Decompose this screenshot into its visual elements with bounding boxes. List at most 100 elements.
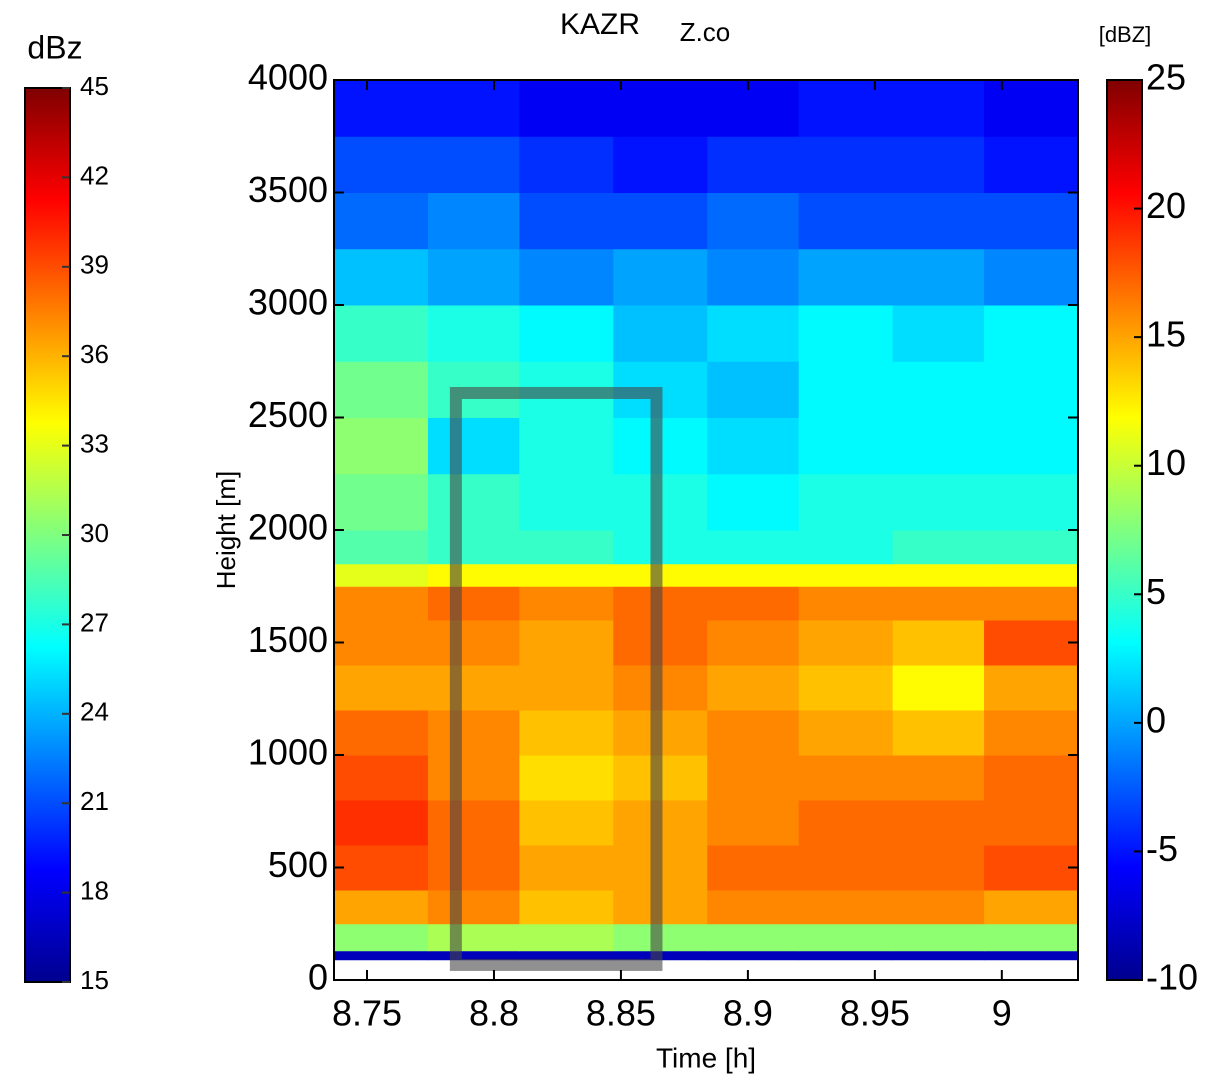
side-colorbar-tick-label: 30: [80, 518, 109, 548]
heat-cell: [984, 361, 1079, 418]
heat-cell: [707, 473, 800, 531]
heat-cell: [984, 248, 1079, 306]
heat-cell: [427, 305, 520, 362]
heat-cell: [892, 417, 985, 475]
colorbar-tick-label: 15: [1146, 314, 1186, 355]
colorbar-tick-label: 10: [1146, 442, 1186, 483]
heat-cell: [892, 80, 985, 137]
heat-cell: [984, 950, 1079, 961]
heat-cell: [892, 950, 985, 961]
heat-cell: [427, 755, 520, 801]
heat-cell: [707, 950, 800, 961]
heat-cell: [519, 473, 614, 531]
heat-cell: [334, 890, 429, 925]
chart-title: KAZR: [560, 8, 640, 41]
colorbar-tick-label: 0: [1146, 699, 1166, 740]
heat-cell: [334, 248, 429, 306]
heat-cell: [798, 136, 894, 193]
heat-cell: [334, 845, 429, 891]
heat-cell: [707, 890, 800, 925]
side-colorbar-tick-label: 33: [80, 428, 109, 458]
colorbar-tick-label: -5: [1146, 828, 1178, 869]
side-colorbar-tick-label: 45: [80, 71, 109, 101]
heat-cell: [707, 417, 800, 475]
heat-cell: [519, 800, 614, 846]
heat-cell: [892, 800, 985, 846]
heat-cell: [707, 563, 800, 587]
heat-cell: [613, 136, 708, 193]
colorbar-tick-label: 20: [1146, 185, 1186, 226]
y-tick-label: 0: [308, 957, 328, 998]
heat-cell: [798, 417, 894, 475]
heat-cell: [427, 586, 520, 621]
heat-cell: [427, 563, 520, 587]
x-tick-label: 8.95: [840, 993, 910, 1034]
heat-cell: [892, 563, 985, 587]
heat-cell: [519, 248, 614, 306]
heat-cell: [707, 755, 800, 801]
heat-cell: [519, 620, 614, 666]
heat-cell: [892, 473, 985, 531]
heat-cell: [519, 80, 614, 137]
heat-cell: [334, 710, 429, 756]
heat-cell: [427, 845, 520, 891]
y-tick-label: 2000: [248, 507, 328, 548]
heat-cell: [984, 530, 1079, 565]
heat-cell: [334, 192, 429, 250]
side-colorbar-tick-label: 15: [80, 965, 109, 995]
heat-cell: [892, 305, 985, 362]
heat-cell: [984, 473, 1079, 531]
heat-cell: [984, 710, 1079, 756]
heat-cell: [519, 417, 614, 475]
heat-cell: [798, 192, 894, 250]
heat-cell: [707, 665, 800, 711]
heat-cell: [984, 305, 1079, 362]
heat-cell: [519, 530, 614, 565]
heat-cell: [707, 530, 800, 565]
heat-cell: [798, 665, 894, 711]
heat-cell: [519, 845, 614, 891]
heat-cell: [984, 923, 1079, 952]
side-colorbar-tick-label: 27: [80, 607, 109, 637]
heat-cell: [984, 136, 1079, 193]
heat-cell: [798, 248, 894, 306]
heat-cell: [427, 530, 520, 565]
heat-cell: [984, 755, 1079, 801]
heat-cell: [427, 248, 520, 306]
heat-cell: [519, 923, 614, 952]
x-tick-label: 8.75: [332, 993, 402, 1034]
heat-cell: [334, 620, 429, 666]
heat-cell: [334, 361, 429, 418]
heat-cell: [892, 710, 985, 756]
heat-cell: [892, 586, 985, 621]
heat-cell: [984, 800, 1079, 846]
heat-cell: [334, 136, 429, 193]
heat-cell: [519, 586, 614, 621]
heat-cell: [427, 710, 520, 756]
heat-cell: [519, 890, 614, 925]
heat-cell: [892, 136, 985, 193]
heat-cell: [798, 563, 894, 587]
heat-cell: [613, 248, 708, 306]
colorbar-tick-label: -10: [1146, 957, 1198, 998]
y-tick-label: 3000: [248, 282, 328, 323]
colorbar-label: [dBZ]: [1099, 22, 1152, 47]
heat-cell: [892, 620, 985, 666]
heat-cell: [707, 305, 800, 362]
heat-cell: [798, 620, 894, 666]
heat-cell: [892, 890, 985, 925]
heat-cell: [798, 305, 894, 362]
chart-subtitle: Z.co: [680, 17, 731, 47]
heat-cell: [798, 800, 894, 846]
heat-cell: [798, 923, 894, 952]
heat-cell: [707, 136, 800, 193]
heat-cell: [519, 305, 614, 362]
y-tick-label: 500: [268, 844, 328, 885]
heat-cell: [334, 586, 429, 621]
heat-cell: [519, 755, 614, 801]
heat-cell: [334, 755, 429, 801]
x-tick-label: 8.9: [723, 993, 773, 1034]
heat-cell: [892, 530, 985, 565]
colorbar: [1106, 79, 1143, 981]
heat-cell: [892, 755, 985, 801]
